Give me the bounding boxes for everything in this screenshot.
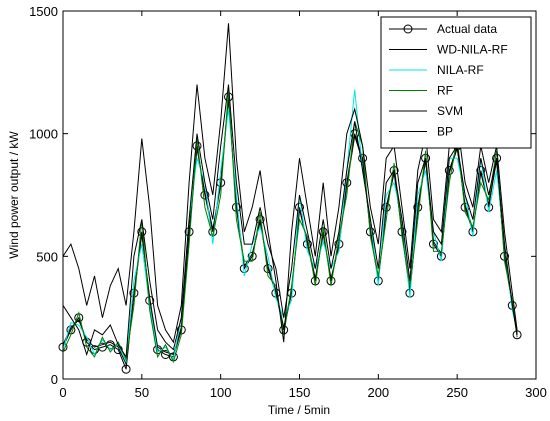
x-tick-label: 300 [525,385,547,400]
legend-entry: RF [437,84,453,98]
x-tick-label: 0 [59,385,66,400]
y-tick-label: 1000 [29,127,58,142]
y-tick-label: 0 [51,372,58,387]
legend-entry: SVM [437,104,463,118]
ticks-layer: 0 50 100 150 200 250 300 0 500 1000 1500 [29,4,547,400]
series-layer [58,23,522,374]
x-tick-label: 50 [135,385,149,400]
x-tick-label: 150 [289,385,311,400]
legend: Actual data WD-NILA-RF NILA-RF RF SVM BP [380,16,532,149]
series-line-4 [62,23,518,344]
y-tick-label: 1500 [29,4,58,19]
series-line-3 [62,89,518,364]
y-axis-label: Wind power output / kW [7,131,21,259]
legend-box [380,16,532,149]
legend-entry: NILA-RF [437,63,484,77]
legend-entry: WD-NILA-RF [437,43,508,57]
legend-entry: BP [437,125,453,139]
x-axis-label: Time / 5min [268,403,330,417]
y-tick-label: 500 [36,249,58,264]
legend-entry: Actual data [437,22,497,36]
x-tick-label: 250 [446,385,468,400]
x-tick-label: 200 [367,385,389,400]
legend-marker [403,24,413,34]
x-tick-label: 100 [210,385,232,400]
series-line-5 [62,84,518,359]
